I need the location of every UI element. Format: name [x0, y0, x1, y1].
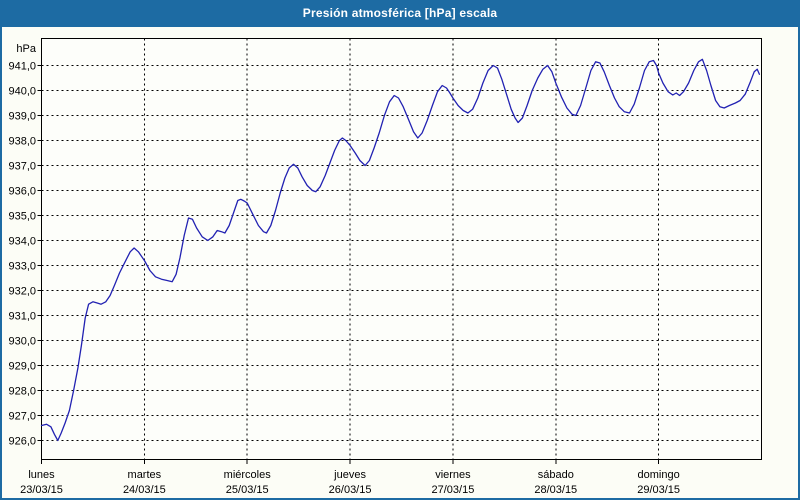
date-label: 26/03/15	[329, 484, 372, 496]
y-tick-label: 931,0	[8, 311, 36, 323]
y-tick-label: 936,0	[8, 186, 36, 198]
day-label: sábado	[538, 469, 574, 481]
y-tick-label: 940,0	[8, 86, 36, 98]
y-tick-label: 938,0	[8, 136, 36, 148]
y-tick-label: 928,0	[8, 386, 36, 398]
day-label: miércoles	[224, 469, 272, 481]
date-label: 28/03/15	[534, 484, 577, 496]
y-tick-label: 926,0	[8, 436, 36, 448]
y-tick-label: 927,0	[8, 411, 36, 423]
y-tick-label: 935,0	[8, 211, 36, 223]
date-label: 23/03/15	[20, 484, 63, 496]
pressure-line	[40, 58, 761, 442]
day-label: viernes	[435, 469, 471, 481]
y-tick-label: 939,0	[8, 111, 36, 123]
day-label: jueves	[333, 469, 366, 481]
date-label: 29/03/15	[637, 484, 680, 496]
y-tick-label: 929,0	[8, 361, 36, 373]
day-label: martes	[128, 469, 162, 481]
date-label: 24/03/15	[123, 484, 166, 496]
day-label: lunes	[28, 469, 55, 481]
y-tick-label: 941,0	[8, 61, 36, 73]
y-tick-label: 933,0	[8, 261, 36, 273]
y-tick-label: 937,0	[8, 161, 36, 173]
chart-title: Presión atmosférica [hPa] escala	[302, 6, 498, 20]
y-axis-unit-label: hPa	[16, 43, 36, 55]
date-label: 25/03/15	[226, 484, 269, 496]
day-label: domingo	[638, 469, 680, 481]
y-tick-label: 930,0	[8, 336, 36, 348]
plot-area	[41, 38, 762, 460]
date-label: 27/03/15	[432, 484, 475, 496]
y-tick-label: 934,0	[8, 236, 36, 248]
title-bar: Presión atmosférica [hPa] escala	[0, 0, 800, 27]
y-tick-label: 932,0	[8, 286, 36, 298]
